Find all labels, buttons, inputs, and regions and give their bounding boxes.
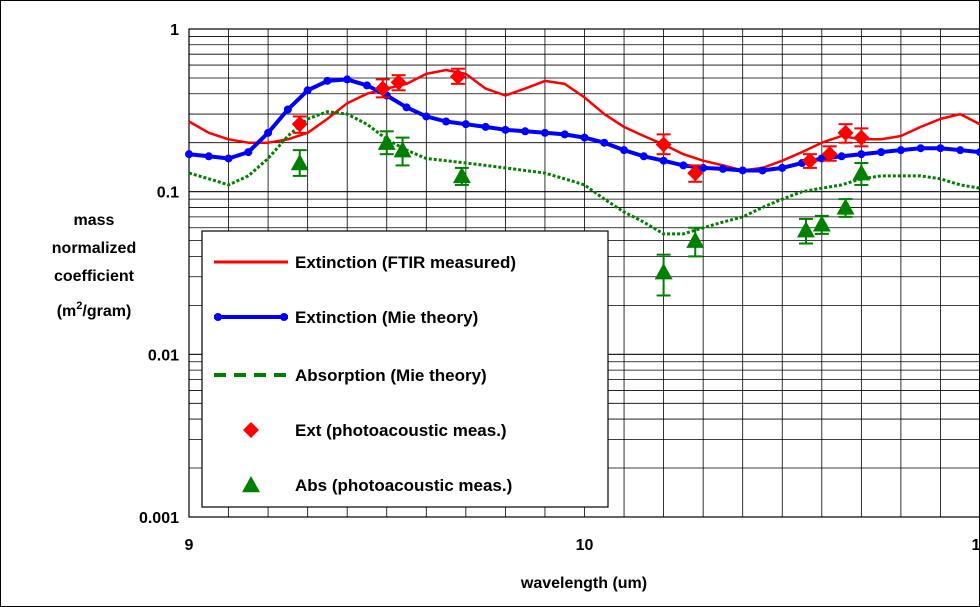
data-point bbox=[402, 103, 411, 112]
data-point bbox=[738, 166, 747, 175]
data-point bbox=[461, 120, 470, 129]
data-point bbox=[801, 152, 818, 169]
data-point bbox=[718, 164, 727, 173]
data-point bbox=[580, 133, 589, 142]
data-point bbox=[442, 117, 451, 126]
data-point bbox=[620, 146, 629, 155]
data-point bbox=[185, 150, 193, 159]
y-tick-label: 0.01 bbox=[148, 347, 179, 364]
data-point bbox=[654, 263, 673, 280]
data-point bbox=[390, 74, 407, 91]
data-point bbox=[679, 161, 688, 170]
data-point bbox=[837, 152, 846, 161]
data-point bbox=[896, 146, 905, 155]
data-point bbox=[540, 128, 549, 137]
data-point bbox=[481, 122, 490, 131]
data-point bbox=[796, 221, 815, 238]
data-point bbox=[686, 231, 705, 248]
y-axis-label-unit-close: /gram) bbox=[82, 303, 131, 320]
y-tick-label: 0.001 bbox=[139, 510, 179, 527]
legend-label: Ext (photoacoustic meas.) bbox=[295, 421, 507, 440]
data-point bbox=[290, 154, 309, 171]
x-tick-label: 10 bbox=[576, 537, 594, 554]
y-axis-label: mass normalized coefficient (m2/gram) bbox=[52, 212, 136, 320]
data-point bbox=[521, 127, 530, 136]
data-point bbox=[452, 166, 471, 184]
data-point bbox=[449, 68, 466, 85]
legend-label: Extinction (Mie theory) bbox=[295, 308, 478, 327]
plot-area-border bbox=[188, 28, 980, 518]
legend-swatch bbox=[243, 422, 259, 438]
data-point bbox=[877, 148, 886, 157]
legend-swatch bbox=[242, 476, 260, 493]
legend-box bbox=[201, 230, 609, 508]
data-point bbox=[393, 141, 412, 158]
data-point bbox=[244, 148, 253, 157]
series-layer bbox=[185, 67, 980, 297]
x-axis-label: wavelength (um) bbox=[520, 575, 647, 592]
series-4 bbox=[291, 67, 870, 183]
data-point bbox=[224, 154, 233, 163]
data-point bbox=[422, 112, 431, 121]
y-axis-label-unit-open: (m bbox=[57, 303, 77, 320]
data-point bbox=[837, 124, 854, 141]
y-axis-label-line-1: mass bbox=[74, 212, 115, 229]
data-point bbox=[501, 125, 510, 134]
data-point bbox=[687, 165, 704, 182]
legend-label: Abs (photoacoustic meas.) bbox=[295, 476, 512, 495]
y-axis-label-line-2: normalized bbox=[52, 240, 136, 257]
data-point bbox=[916, 144, 925, 153]
y-axis-label-line-4: (m2/gram) bbox=[57, 300, 132, 320]
series-5 bbox=[290, 130, 871, 297]
data-point bbox=[976, 148, 980, 157]
data-point bbox=[853, 129, 870, 146]
y-tick-label: 0.1 bbox=[157, 185, 179, 202]
data-point bbox=[659, 156, 668, 165]
data-point bbox=[303, 86, 312, 95]
data-point bbox=[560, 130, 569, 139]
legend-swatch-dot bbox=[280, 313, 288, 321]
y-tick-label: 1 bbox=[170, 22, 179, 39]
series-2 bbox=[185, 75, 980, 175]
data-point bbox=[852, 164, 871, 181]
data-point bbox=[374, 80, 391, 97]
data-point bbox=[655, 136, 672, 153]
y-axis-label-superscript: 2 bbox=[76, 300, 82, 312]
data-point bbox=[204, 152, 213, 161]
data-point bbox=[323, 76, 332, 85]
data-point bbox=[812, 215, 831, 232]
data-point bbox=[778, 163, 787, 172]
data-point bbox=[264, 128, 273, 137]
legend-swatch-dot bbox=[214, 313, 222, 321]
data-point bbox=[377, 133, 396, 150]
data-point bbox=[291, 116, 308, 133]
data-point bbox=[758, 166, 767, 175]
y-axis-label-line-3: coefficient bbox=[54, 268, 135, 285]
legend-label: Extinction (FTIR measured) bbox=[295, 253, 516, 272]
data-point bbox=[362, 81, 371, 90]
data-point bbox=[821, 146, 838, 163]
x-tick-label: 11 bbox=[972, 537, 980, 554]
data-point bbox=[936, 144, 945, 153]
legend-label: Absorption (Mie theory) bbox=[295, 366, 487, 385]
tick-labels: 1 0.1 0.01 0.001 9 10 11 bbox=[139, 22, 980, 554]
legend: Extinction (FTIR measured) Extinction (Mi… bbox=[201, 230, 609, 508]
data-point bbox=[283, 105, 292, 114]
data-point bbox=[836, 198, 855, 215]
data-point bbox=[956, 146, 965, 155]
data-point bbox=[343, 75, 352, 84]
data-point bbox=[857, 150, 866, 159]
data-point bbox=[639, 152, 648, 161]
data-point bbox=[600, 138, 609, 147]
x-tick-label: 9 bbox=[185, 537, 194, 554]
